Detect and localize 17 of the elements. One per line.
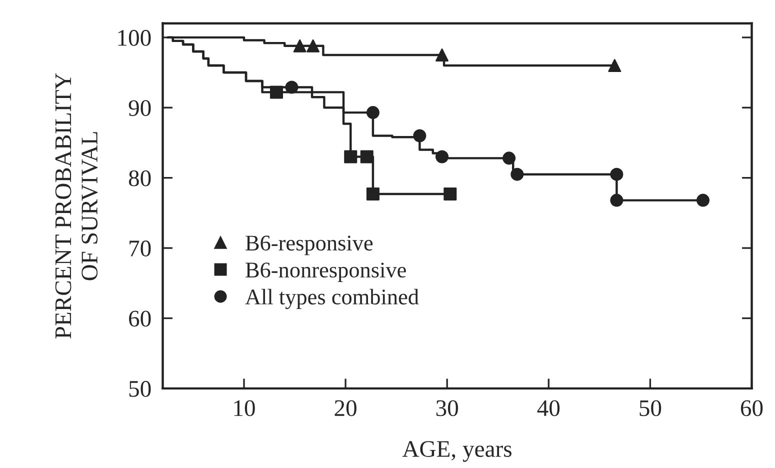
y-axis-title: PERCENT PROBABILITY OF SURVIVAL [55,73,98,339]
y-tick-label: 100 [118,30,151,46]
legend-label: B6-responsive [246,236,373,256]
x-axis-title: AGE, years [402,441,512,462]
x-tick-label: 40 [537,400,560,416]
x-tick-label: 10 [234,400,255,416]
x-tick-label: 60 [740,400,763,416]
y-tick-label: 70 [130,240,151,256]
x-tick-label: 20 [334,400,356,416]
legend-label: All types combined [245,288,419,310]
y-tick-label: 90 [128,100,151,116]
y-tick-label: 60 [129,310,151,327]
x-tick-label: 50 [640,400,662,416]
y-tick-label: 80 [128,170,151,186]
x-tick-label: 30 [436,400,458,416]
y-tick-label: 50 [129,380,151,397]
legend-label: B6-nonresponsive [246,262,406,282]
